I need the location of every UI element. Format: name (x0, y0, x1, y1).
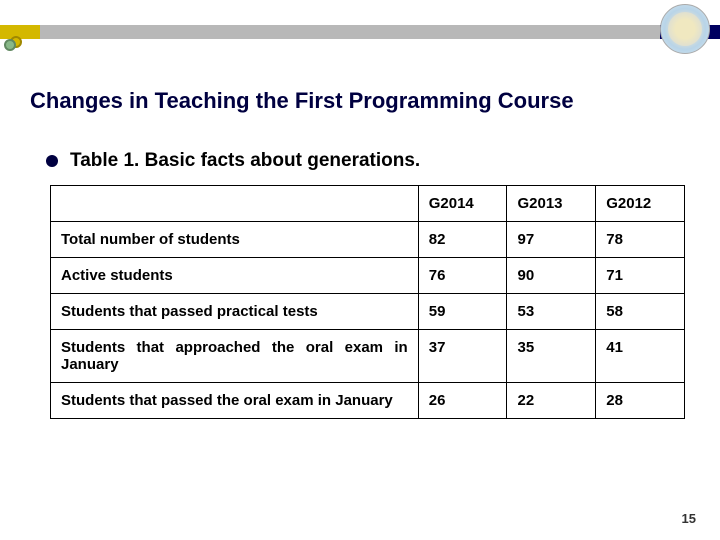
table-caption: Table 1. Basic facts about generations. (70, 150, 420, 172)
table-cell: 97 (507, 222, 596, 258)
bar-segment (40, 25, 660, 39)
table-cell: 78 (596, 222, 685, 258)
row-label: Students that passed practical tests (51, 294, 419, 330)
table-cell: 82 (418, 222, 507, 258)
slide-title: Changes in Teaching the First Programmin… (30, 88, 574, 114)
table-cell: 41 (596, 330, 685, 383)
row-label: Students that approached the oral exam i… (51, 330, 419, 383)
table-row: Students that passed practical tests5953… (51, 294, 685, 330)
table-cell: 26 (418, 383, 507, 419)
table-header-blank (51, 186, 419, 222)
table-cell: 71 (596, 258, 685, 294)
table-cell: 76 (418, 258, 507, 294)
data-table-container: G2014G2013G2012Total number of students8… (50, 185, 685, 419)
table-cell: 37 (418, 330, 507, 383)
page-number: 15 (682, 511, 696, 526)
institution-logo (660, 4, 710, 54)
table-column-header: G2013 (507, 186, 596, 222)
table-cell: 53 (507, 294, 596, 330)
table-row: Active students769071 (51, 258, 685, 294)
table-cell: 90 (507, 258, 596, 294)
table-cell: 58 (596, 294, 685, 330)
table-row: Students that passed the oral exam in Ja… (51, 383, 685, 419)
bullet-icon (46, 155, 58, 167)
table-row: Total number of students829778 (51, 222, 685, 258)
row-label: Total number of students (51, 222, 419, 258)
table-cell: 22 (507, 383, 596, 419)
row-label: Students that passed the oral exam in Ja… (51, 383, 419, 419)
table-column-header: G2012 (596, 186, 685, 222)
subtitle-row: Table 1. Basic facts about generations. (46, 150, 420, 172)
table-cell: 35 (507, 330, 596, 383)
table-cell: 28 (596, 383, 685, 419)
generations-table: G2014G2013G2012Total number of students8… (50, 185, 685, 419)
table-cell: 59 (418, 294, 507, 330)
table-column-header: G2014 (418, 186, 507, 222)
table-row: Students that approached the oral exam i… (51, 330, 685, 383)
row-label: Active students (51, 258, 419, 294)
decor-top-bar (0, 25, 720, 39)
decor-bullet-icon (4, 39, 16, 51)
